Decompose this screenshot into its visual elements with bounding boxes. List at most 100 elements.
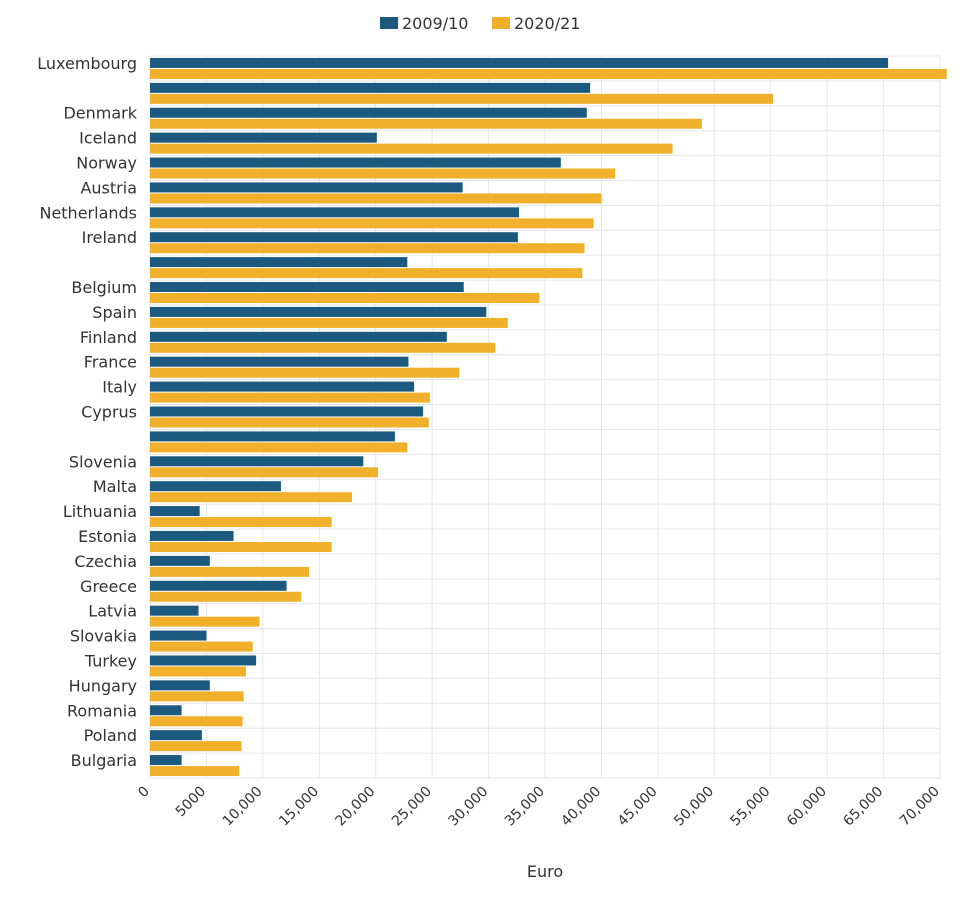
bar-series2-bulgaria[interactable] xyxy=(150,766,240,777)
bar-series1-latvia[interactable] xyxy=(150,605,199,616)
category-label: Austria xyxy=(80,178,137,197)
legend-swatch-series1[interactable] xyxy=(380,17,398,29)
bar-series1-romania[interactable] xyxy=(150,705,182,716)
bar-series1-denmark[interactable] xyxy=(150,107,587,118)
bar-series2-slovakia[interactable] xyxy=(150,641,253,652)
x-tick-label: 15,000 xyxy=(276,784,322,830)
category-label: France xyxy=(84,353,137,372)
bar-series1-hungary[interactable] xyxy=(150,680,210,691)
x-tick-label: 60,000 xyxy=(784,784,830,830)
bar-series1-malta[interactable] xyxy=(150,481,281,492)
bar-series2-austria[interactable] xyxy=(150,193,602,204)
category-label: Greece xyxy=(80,577,137,596)
bar-series2-spain[interactable] xyxy=(150,317,508,328)
category-label: Denmark xyxy=(63,104,137,123)
x-tick-label: 55,000 xyxy=(728,784,774,830)
bar-series2-netherlands[interactable] xyxy=(150,218,594,229)
bar-series2-cyprus[interactable] xyxy=(150,417,429,428)
bar-series1-unlabeled[interactable] xyxy=(150,82,591,93)
bar-series2-hungary[interactable] xyxy=(150,691,244,702)
bar-series2-slovenia[interactable] xyxy=(150,467,378,478)
x-axis-title: Euro xyxy=(527,862,563,881)
bar-series1-cyprus[interactable] xyxy=(150,406,424,417)
bar-series1-poland[interactable] xyxy=(150,730,202,741)
bar-series2-denmark[interactable] xyxy=(150,118,702,129)
category-label: Iceland xyxy=(79,129,137,148)
category-label: Malta xyxy=(93,477,137,496)
bar-series1-ireland[interactable] xyxy=(150,232,518,243)
category-label: Turkey xyxy=(84,651,137,670)
bar-series1-austria[interactable] xyxy=(150,182,463,193)
bar-series1-slovakia[interactable] xyxy=(150,630,207,641)
bar-series1-bulgaria[interactable] xyxy=(150,755,182,766)
bar-series2-unlabeled[interactable] xyxy=(150,442,408,453)
bar-series2-romania[interactable] xyxy=(150,716,243,727)
bar-series1-slovenia[interactable] xyxy=(150,456,364,467)
bar-series1-spain[interactable] xyxy=(150,306,487,317)
bar-series1-finland[interactable] xyxy=(150,331,447,342)
bar-series1-unlabeled[interactable] xyxy=(150,257,408,268)
bar-series2-malta[interactable] xyxy=(150,492,353,503)
x-tick-label: 45,000 xyxy=(615,784,661,830)
legend: 2009/10 2020/21 xyxy=(380,14,580,33)
x-axis-tick-labels: 0 5000 10,000 15,000 20,000 25,000 30,000 35,00… xyxy=(135,784,943,830)
bar-series1-unlabeled[interactable] xyxy=(150,431,395,442)
bar-series1-estonia[interactable] xyxy=(150,530,234,541)
bar-series1-netherlands[interactable] xyxy=(150,207,520,218)
bar-series1-iceland[interactable] xyxy=(150,132,377,143)
bar-series1-greece[interactable] xyxy=(150,580,287,591)
bar-series2-iceland[interactable] xyxy=(150,143,673,154)
category-label: Luxembourg xyxy=(37,54,137,73)
bar-series2-ireland[interactable] xyxy=(150,243,585,254)
x-tick-label: 40,000 xyxy=(558,784,604,830)
bar-series2-turkey[interactable] xyxy=(150,666,246,677)
x-tick-label: 25,000 xyxy=(389,784,435,830)
bar-series1-france[interactable] xyxy=(150,356,409,367)
x-tick-label: 20,000 xyxy=(333,784,379,830)
bar-series1-belgium[interactable] xyxy=(150,282,464,293)
bar-series2-unlabeled[interactable] xyxy=(150,93,773,104)
bar-series2-greece[interactable] xyxy=(150,591,302,602)
bar-series1-luxembourg[interactable] xyxy=(150,57,889,68)
category-label: Italy xyxy=(102,378,137,397)
y-axis-labels: Luxembourg Denmark Iceland Norway Austria Net… xyxy=(37,54,137,770)
bar-series2-unlabeled[interactable] xyxy=(150,268,583,279)
x-tick-label: 35,000 xyxy=(502,784,548,830)
bar-series2-poland[interactable] xyxy=(150,741,242,752)
category-label: Estonia xyxy=(78,527,137,546)
bar-series2-italy[interactable] xyxy=(150,392,430,403)
x-tick-label: 30,000 xyxy=(445,784,491,830)
category-label: Bulgaria xyxy=(71,751,137,770)
legend-label-series1[interactable]: 2009/10 xyxy=(402,14,468,33)
bar-series2-norway[interactable] xyxy=(150,168,615,179)
bar-series1-italy[interactable] xyxy=(150,381,415,392)
bar-series2-latvia[interactable] xyxy=(150,616,260,627)
x-tick-label: 10,000 xyxy=(220,784,266,830)
x-tick-label: 5000 xyxy=(173,784,210,821)
legend-swatch-series2[interactable] xyxy=(492,17,510,29)
legend-label-series2[interactable]: 2020/21 xyxy=(514,14,580,33)
bar-series1-czechia[interactable] xyxy=(150,555,210,566)
bar-series2-france[interactable] xyxy=(150,367,460,378)
bar-series2-czechia[interactable] xyxy=(150,566,310,577)
bar-series1-turkey[interactable] xyxy=(150,655,257,666)
category-label: Slovenia xyxy=(69,452,137,471)
category-label: Lithuania xyxy=(63,502,137,521)
category-label: Romania xyxy=(67,701,137,720)
bar-series1-norway[interactable] xyxy=(150,157,561,168)
category-label: Hungary xyxy=(69,676,137,695)
bar-series2-lithuania[interactable] xyxy=(150,517,332,528)
category-label: Ireland xyxy=(82,228,137,247)
bar-series2-luxembourg[interactable] xyxy=(150,68,947,79)
category-label: Norway xyxy=(76,154,137,173)
bars xyxy=(150,57,947,777)
bar-series2-estonia[interactable] xyxy=(150,541,332,552)
x-tick-label: 0 xyxy=(135,784,153,802)
category-label: Czechia xyxy=(74,552,137,571)
bar-series1-lithuania[interactable] xyxy=(150,506,200,517)
bar-series2-finland[interactable] xyxy=(150,342,496,353)
category-label: Slovakia xyxy=(70,627,137,646)
category-label: Latvia xyxy=(88,602,137,621)
bar-series2-belgium[interactable] xyxy=(150,293,540,304)
